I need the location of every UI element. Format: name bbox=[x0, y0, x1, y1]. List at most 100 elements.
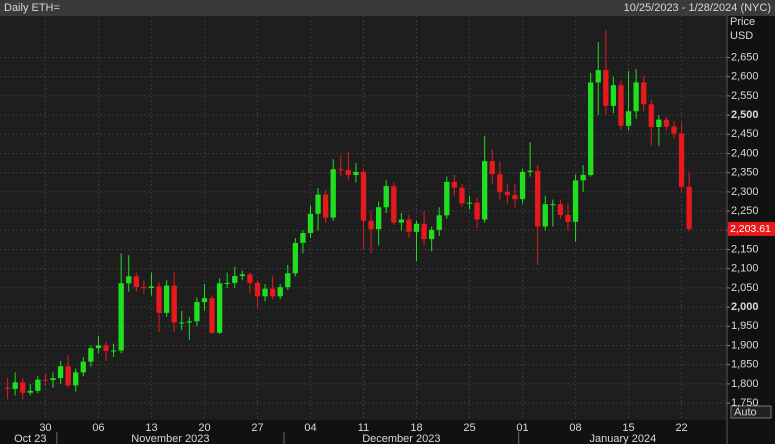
candle-body bbox=[224, 282, 230, 284]
candle-body bbox=[610, 85, 617, 106]
candle-body bbox=[73, 372, 79, 386]
auto-button-label[interactable]: Auto bbox=[734, 406, 757, 418]
candle-body bbox=[360, 171, 367, 221]
candle-body bbox=[398, 219, 405, 223]
candle-body bbox=[126, 276, 132, 284]
y-tick-label: 2,550 bbox=[731, 90, 759, 102]
candle-body bbox=[625, 111, 632, 126]
candle-body bbox=[277, 287, 283, 297]
candle-body bbox=[148, 286, 155, 288]
candle-body bbox=[451, 181, 458, 188]
candle-body bbox=[542, 204, 548, 227]
x-tick-label: 13 bbox=[145, 422, 157, 434]
candle-body bbox=[519, 171, 526, 200]
y-tick-label: 2,350 bbox=[731, 167, 759, 179]
y-tick-label: 2,500 bbox=[731, 109, 759, 121]
candle-body bbox=[141, 287, 147, 289]
candle-body bbox=[4, 387, 11, 389]
date-axis-area bbox=[0, 420, 727, 444]
candle-body bbox=[322, 194, 329, 218]
candle-body bbox=[678, 133, 685, 187]
candle-body bbox=[247, 274, 253, 283]
y-tick-label: 1,800 bbox=[731, 378, 759, 390]
y-tick-label: 2,400 bbox=[731, 147, 759, 159]
candle-body bbox=[535, 170, 541, 227]
candle-body bbox=[88, 348, 94, 362]
chart-title: Daily ETH= bbox=[4, 2, 60, 14]
candle-body bbox=[375, 207, 382, 230]
candle-body bbox=[406, 219, 412, 232]
y-tick-label: 1,900 bbox=[731, 339, 759, 351]
candle-body bbox=[292, 242, 298, 274]
candle-body bbox=[300, 232, 306, 243]
candle-body bbox=[65, 366, 71, 386]
x-tick-label: 27 bbox=[251, 422, 263, 434]
candle-body bbox=[118, 283, 124, 351]
candle-body bbox=[95, 345, 102, 349]
header-bar bbox=[0, 0, 775, 16]
candle-body bbox=[595, 70, 601, 83]
candle-body bbox=[550, 204, 556, 206]
candle-body bbox=[580, 174, 586, 181]
candle-body bbox=[671, 126, 677, 134]
month-label: November 2023 bbox=[131, 433, 209, 444]
x-tick-label: 06 bbox=[92, 422, 104, 434]
candle-body bbox=[565, 214, 571, 222]
candle-body bbox=[80, 361, 86, 373]
candle-body bbox=[307, 213, 314, 233]
candle-body bbox=[603, 70, 609, 106]
auto-button[interactable] bbox=[730, 405, 772, 419]
plot bbox=[0, 16, 727, 420]
candle-body bbox=[512, 194, 518, 200]
candle-body bbox=[209, 298, 215, 333]
candle-body bbox=[421, 223, 427, 240]
candle-body bbox=[315, 194, 321, 214]
candle-body bbox=[156, 286, 162, 313]
x-tick-label: 18 bbox=[410, 422, 422, 434]
candle-body bbox=[686, 186, 692, 229]
candle-body bbox=[110, 350, 117, 352]
candle-body bbox=[383, 186, 389, 208]
axis-unit: USD bbox=[730, 30, 753, 42]
axis-title: Price bbox=[730, 16, 755, 28]
candle-body bbox=[262, 288, 268, 297]
candle-body bbox=[179, 322, 185, 324]
candle-body bbox=[497, 174, 503, 192]
y-tick-label: 1,750 bbox=[731, 397, 759, 409]
y-tick-label: 2,600 bbox=[731, 71, 759, 83]
x-tick-label: 22 bbox=[675, 422, 687, 434]
candle-body bbox=[391, 186, 397, 223]
candle-body bbox=[648, 104, 654, 127]
candle-body bbox=[216, 283, 223, 333]
candle-body bbox=[641, 82, 647, 105]
y-tick-label: 1,850 bbox=[731, 359, 759, 371]
date-range: 10/25/2023 - 1/28/2024 (NYC) bbox=[624, 2, 771, 14]
candle-body bbox=[345, 169, 352, 175]
candle-body bbox=[663, 119, 670, 127]
candle-body bbox=[633, 82, 639, 112]
y-tick-label: 2,000 bbox=[731, 301, 759, 313]
x-tick-label: 15 bbox=[622, 422, 634, 434]
candle-body bbox=[489, 161, 495, 175]
month-label: Oct 23 bbox=[14, 433, 46, 444]
y-tick-label: 2,050 bbox=[731, 282, 759, 294]
candle-body bbox=[618, 85, 624, 126]
candle-body bbox=[254, 282, 261, 297]
candle-body bbox=[482, 161, 488, 220]
candle-body bbox=[12, 382, 18, 389]
y-tick-label: 2,150 bbox=[731, 243, 759, 255]
y-tick-label: 2,650 bbox=[731, 51, 759, 63]
candle-body bbox=[353, 171, 359, 175]
y-tick-label: 2,100 bbox=[731, 263, 759, 275]
x-tick-label: 25 bbox=[463, 422, 475, 434]
candle-body bbox=[50, 378, 56, 381]
candle-body bbox=[42, 379, 49, 381]
x-tick-label: 30 bbox=[39, 422, 51, 434]
candle-body bbox=[330, 169, 336, 218]
x-tick-label: 01 bbox=[516, 422, 528, 434]
y-tick-label: 1,950 bbox=[731, 320, 759, 332]
candle-body bbox=[133, 276, 139, 288]
candle-body bbox=[35, 379, 41, 391]
month-label: December 2023 bbox=[362, 433, 440, 444]
